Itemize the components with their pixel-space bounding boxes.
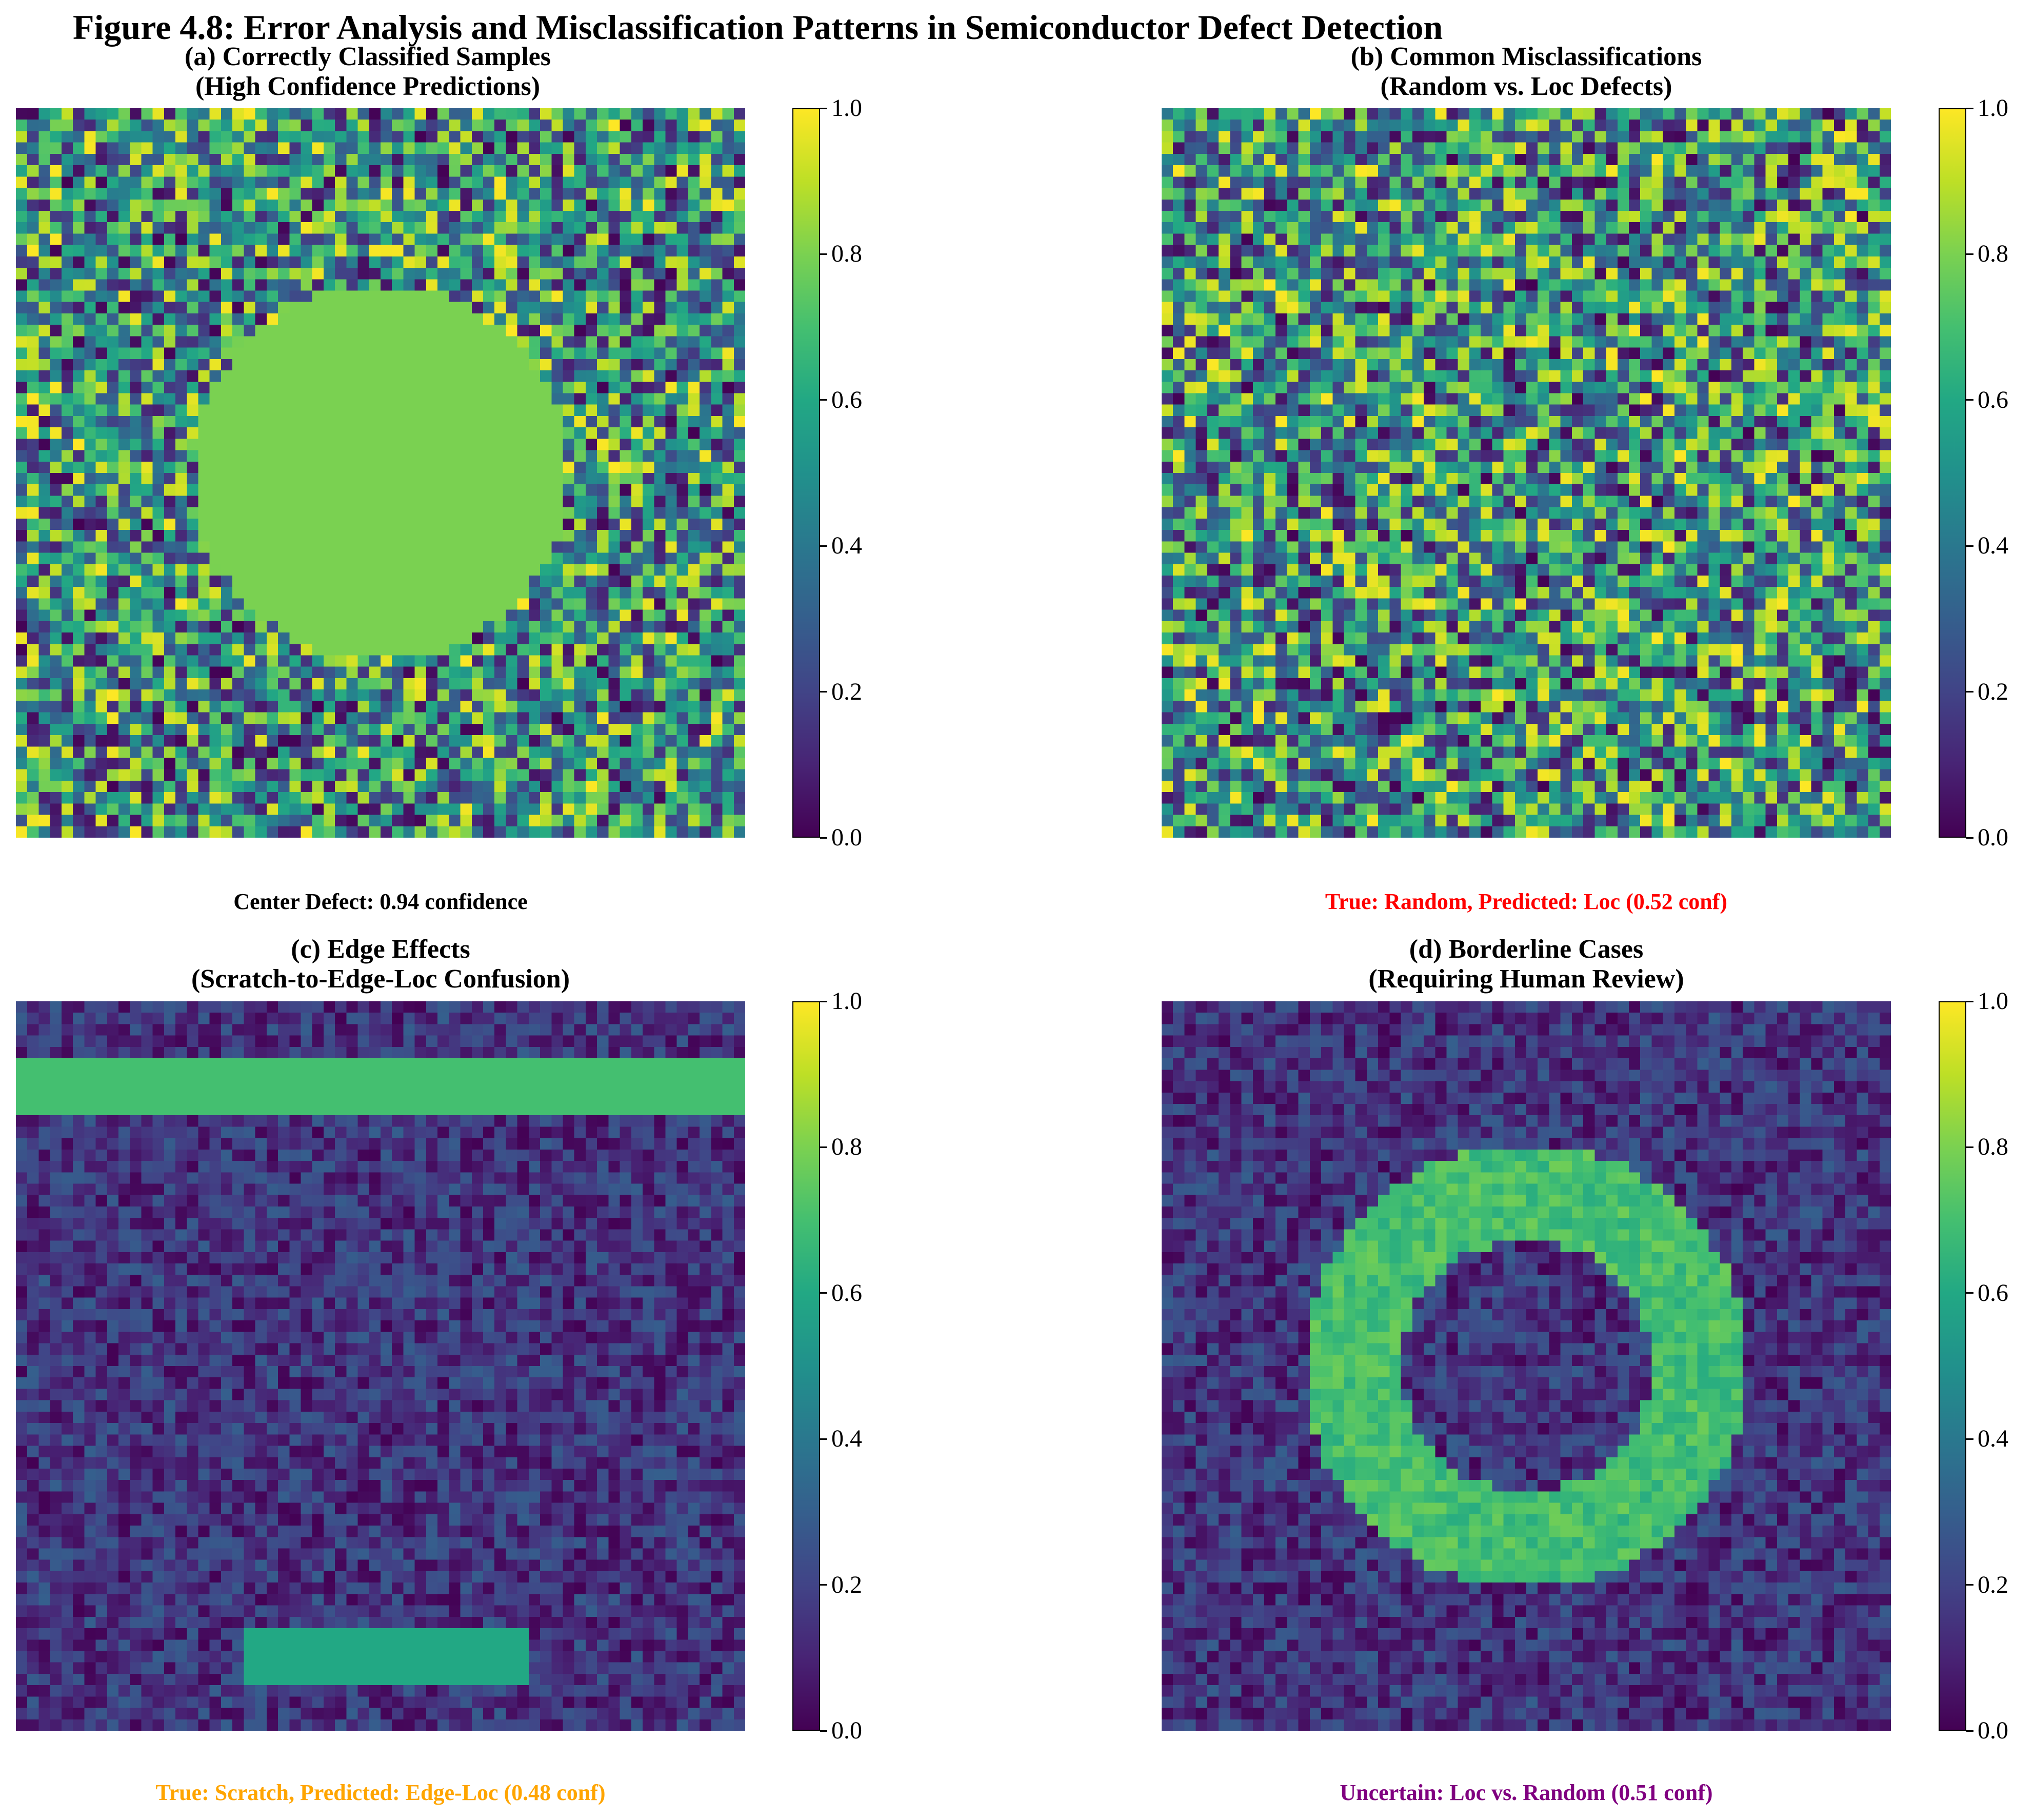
colorbar-tick-mark <box>1966 691 1973 693</box>
panel-d-colorbar <box>1939 1001 1966 1731</box>
colorbar-tick-mark <box>820 1146 827 1148</box>
colorbar-tick-mark <box>820 1292 827 1294</box>
colorbar-tick-mark <box>820 1000 827 1002</box>
colorbar-tick-mark <box>820 1730 827 1732</box>
colorbar-tick-label: 0.2 <box>831 678 862 705</box>
colorbar-tick-label: 0.8 <box>1978 1133 2008 1161</box>
colorbar-tick-label: 0.8 <box>1978 240 2008 268</box>
panel-a-colorbar <box>792 108 820 838</box>
colorbar-tick-mark <box>1966 1584 1973 1586</box>
panel-b-title-line1: (b) Common Misclassifications <box>1350 42 1702 71</box>
colorbar-tick-label: 0.4 <box>831 532 862 560</box>
panel-b-caption: True: Random, Predicted: Loc (0.52 conf) <box>1325 889 1728 914</box>
panel-c-title: (c) Edge Effects (Scratch-to-Edge-Loc Co… <box>0 935 842 994</box>
colorbar-tick-label: 1.0 <box>1978 94 2008 122</box>
colorbar-tick-label: 0.6 <box>831 386 862 413</box>
colorbar-tick-label: 0.4 <box>1978 1425 2008 1453</box>
colorbar-tick-label: 0.8 <box>831 240 862 268</box>
colorbar-tick-mark <box>1966 107 1973 109</box>
colorbar-tick-label: 0.8 <box>831 1133 862 1161</box>
colorbar-tick-mark <box>820 545 827 547</box>
colorbar-tick-label: 0.0 <box>1978 824 2008 851</box>
colorbar-tick-mark <box>820 837 827 839</box>
colorbar-tick-label: 0.4 <box>831 1425 862 1453</box>
colorbar-tick-mark <box>1966 545 1973 547</box>
colorbar-tick-label: 1.0 <box>831 94 862 122</box>
panel-b-title: (b) Common Misclassifications (Random vs… <box>1065 42 1988 102</box>
panel-d-heatmap <box>1162 1001 1891 1731</box>
colorbar-tick-label: 0.0 <box>831 1717 862 1744</box>
colorbar-tick-mark <box>1966 253 1973 255</box>
colorbar-tick-mark <box>820 253 827 255</box>
colorbar-tick-label: 1.0 <box>1978 987 2008 1015</box>
panel-d-title-line1: (d) Borderline Cases <box>1409 935 1644 964</box>
colorbar-tick-mark <box>1966 1000 1973 1002</box>
panel-c-caption: True: Scratch, Predicted: Edge-Loc (0.48… <box>155 1780 606 1805</box>
figure-title: Figure 4.8: Error Analysis and Misclassi… <box>73 8 1443 47</box>
colorbar-tick-label: 0.6 <box>1978 1279 2008 1307</box>
colorbar-tick-mark <box>1966 399 1973 401</box>
colorbar-tick-mark <box>1966 1146 1973 1148</box>
colorbar-tick-label: 0.2 <box>1978 1571 2008 1598</box>
panel-a-title-line1: (a) Correctly Classified Samples <box>185 42 551 71</box>
colorbar-tick-label: 0.4 <box>1978 532 2008 560</box>
panel-a-title-line2: (High Confidence Predictions) <box>195 72 541 101</box>
colorbar-tick-mark <box>1966 1292 1973 1294</box>
colorbar-tick-mark <box>820 107 827 109</box>
colorbar-tick-label: 0.2 <box>831 1571 862 1598</box>
colorbar-tick-mark <box>820 1438 827 1440</box>
panel-b-colorbar <box>1939 108 1966 838</box>
colorbar-tick-label: 0.0 <box>1978 1717 2008 1744</box>
colorbar-tick-mark <box>1966 837 1973 839</box>
colorbar-tick-mark <box>820 691 827 693</box>
colorbar-tick-mark <box>1966 1438 1973 1440</box>
panel-d-title: (d) Borderline Cases (Requiring Human Re… <box>1065 935 1988 994</box>
panel-b-heatmap <box>1162 108 1891 838</box>
colorbar-tick-mark <box>820 399 827 401</box>
colorbar-tick-label: 0.2 <box>1978 678 2008 705</box>
panel-a-heatmap <box>16 108 745 838</box>
colorbar-tick-mark <box>1966 1730 1973 1732</box>
colorbar-tick-label: 1.0 <box>831 987 862 1015</box>
colorbar-tick-label: 0.0 <box>831 824 862 851</box>
panel-d-title-line2: (Requiring Human Review) <box>1368 964 1684 994</box>
panel-a-title: (a) Correctly Classified Samples (High C… <box>0 42 829 102</box>
colorbar-tick-label: 0.6 <box>1978 386 2008 413</box>
panel-c-title-line2: (Scratch-to-Edge-Loc Confusion) <box>191 964 570 994</box>
panel-d-caption: Uncertain: Loc vs. Random (0.51 conf) <box>1340 1780 1713 1805</box>
panel-a-caption: Center Defect: 0.94 confidence <box>233 889 528 914</box>
colorbar-tick-label: 0.6 <box>831 1279 862 1307</box>
panel-c-colorbar <box>792 1001 820 1731</box>
colorbar-tick-mark <box>820 1584 827 1586</box>
panel-c-heatmap <box>16 1001 745 1731</box>
panel-c-title-line1: (c) Edge Effects <box>291 935 470 964</box>
panel-b-title-line2: (Random vs. Loc Defects) <box>1380 72 1672 101</box>
